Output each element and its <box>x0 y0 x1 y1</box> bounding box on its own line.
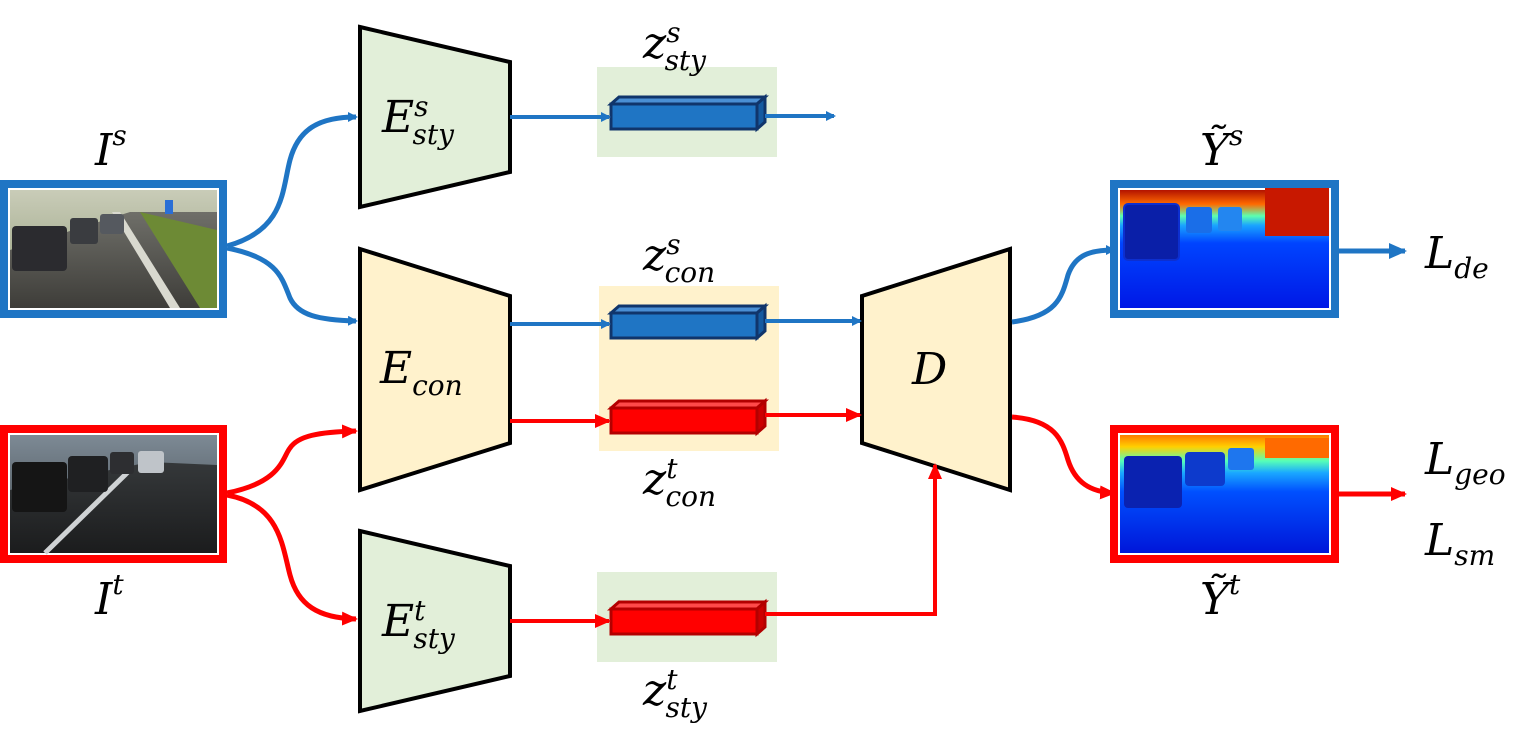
target-depth-label: Ỹt <box>1200 568 1241 625</box>
source-depth-label: Ỹs <box>1200 119 1243 176</box>
source-style-code-label: zs sty <box>642 16 707 77</box>
content-encoder-label: Econ <box>379 343 463 402</box>
target-content-code-bar <box>607 397 769 437</box>
target-style-to-decoder-arrow <box>765 463 942 616</box>
source-content-code-bar <box>607 302 769 342</box>
target-style-code-label: zt sty <box>642 663 708 724</box>
style-encoder-target <box>358 528 512 714</box>
target-input-image <box>0 425 227 563</box>
source-input-image <box>0 180 227 318</box>
target-to-style-encoder-arrow <box>226 492 358 626</box>
source-style-code-bar <box>607 93 769 133</box>
loss-geo-label: Lgeo <box>1424 434 1506 491</box>
style-encoder-target-label: Et sty <box>381 594 456 655</box>
decoder-to-target-depth-arrow <box>1011 414 1116 500</box>
decoder-label: D <box>911 344 947 395</box>
style-encoder-source <box>358 24 512 210</box>
target-style-code-bar <box>607 598 769 638</box>
decoder <box>860 246 1012 493</box>
source-to-content-encoder-arrow <box>226 245 358 326</box>
source-image-label: Is <box>94 119 127 176</box>
target-content-code-label: zt con <box>642 452 716 513</box>
content-encoder <box>358 246 512 493</box>
source-depth-map <box>1110 180 1339 318</box>
target-to-content-encoder-arrow <box>226 424 358 496</box>
source-to-style-encoder-arrow <box>226 112 358 249</box>
loss-de-label: Lde <box>1424 228 1489 285</box>
decoder-to-source-depth-arrow <box>1011 245 1116 325</box>
source-content-code-label: zs con <box>642 228 715 289</box>
loss-sm-label: Lsm <box>1424 515 1495 572</box>
style-encoder-source-label: Es sty <box>381 90 455 151</box>
target-image-label: It <box>94 568 124 625</box>
target-depth-map <box>1110 425 1339 563</box>
